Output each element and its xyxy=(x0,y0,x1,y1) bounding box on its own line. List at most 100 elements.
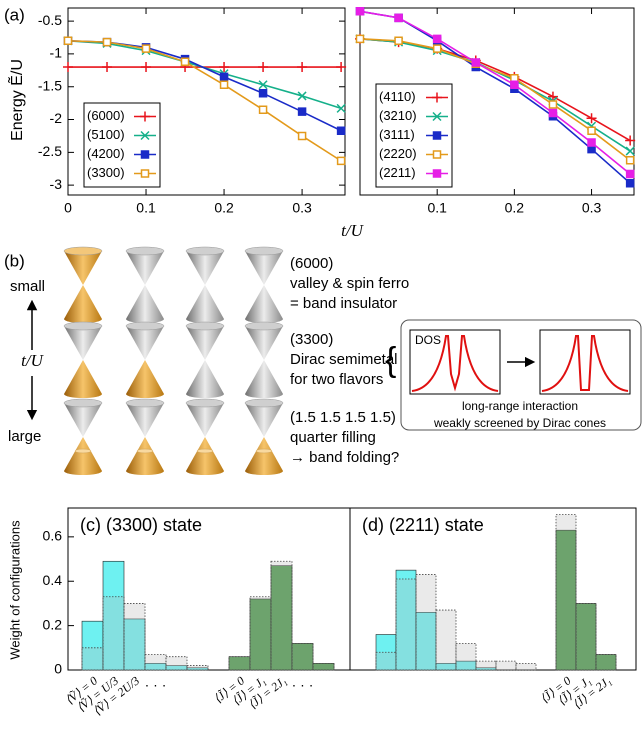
bar xyxy=(515,662,537,671)
bar xyxy=(144,654,167,671)
dos-label: DOS xyxy=(415,333,441,347)
x-tick-label: 0.1 xyxy=(136,200,156,216)
x-tick-label: 0.2 xyxy=(214,200,234,216)
cone-upper xyxy=(64,326,102,360)
point xyxy=(471,58,481,67)
row-text: for two flavors xyxy=(290,371,383,388)
cone-upper xyxy=(126,403,164,437)
point xyxy=(336,126,346,135)
panel-b: (b) small t/U large (6000) valley & spin… xyxy=(4,246,642,475)
cone-lower xyxy=(126,360,164,398)
point xyxy=(336,62,347,73)
cone-rim xyxy=(63,321,103,331)
point xyxy=(355,7,365,16)
cone-upper xyxy=(186,326,224,360)
panel-label: (b) xyxy=(4,251,25,270)
inset-caption: long-range interaction xyxy=(462,399,578,413)
legend-label: (3300) xyxy=(87,165,125,180)
legend-marker xyxy=(140,150,150,159)
panel-label: (a) xyxy=(4,5,25,24)
dos-curve xyxy=(411,335,499,392)
cone-lower xyxy=(245,285,283,323)
legend-label: (4200) xyxy=(87,146,125,161)
cone-rim xyxy=(185,398,225,408)
x-tick-label: 0.1 xyxy=(427,200,447,216)
bar xyxy=(270,560,293,671)
point xyxy=(625,146,635,156)
series-line xyxy=(359,38,631,161)
cone-rim xyxy=(63,246,103,256)
bar xyxy=(595,654,617,671)
point xyxy=(297,107,307,116)
bar xyxy=(102,596,125,671)
dos-curve xyxy=(541,335,629,392)
legend-label: (6000) xyxy=(87,108,125,123)
cone-lower xyxy=(245,437,283,475)
bar xyxy=(291,642,314,671)
point xyxy=(102,62,113,73)
cone-upper xyxy=(245,326,283,360)
legend-marker xyxy=(432,92,442,103)
bar xyxy=(495,660,517,671)
panel-title: (d) (2211) state xyxy=(362,515,484,535)
fill-level xyxy=(136,448,154,454)
legend-marker xyxy=(432,169,442,178)
cone-lower xyxy=(64,285,102,323)
bar xyxy=(249,596,272,671)
y-tick-label: 0.2 xyxy=(43,616,63,632)
row-text: quarter filling xyxy=(290,429,376,446)
point xyxy=(219,80,229,90)
cone-lower xyxy=(186,360,224,398)
y-axis-label: Energy Ẽ/U xyxy=(6,59,26,141)
row-text: valley & spin ferro xyxy=(290,275,409,292)
fill-level xyxy=(255,448,273,454)
bar xyxy=(186,665,209,671)
y-tick-label: -2 xyxy=(50,110,63,126)
x-tick-label: · · · xyxy=(292,677,314,693)
point xyxy=(547,91,558,102)
bar xyxy=(395,578,417,671)
legend-marker xyxy=(432,150,442,159)
legend-label: (2220) xyxy=(379,146,417,161)
point xyxy=(258,62,269,73)
fill-level xyxy=(74,448,92,454)
bar xyxy=(123,618,146,671)
legend-label: (3111) xyxy=(379,127,415,142)
bar xyxy=(455,642,477,671)
dos-box xyxy=(409,329,501,395)
point xyxy=(297,62,308,73)
cone-upper xyxy=(64,251,102,285)
cone-upper xyxy=(64,403,102,437)
legend-label: (3210) xyxy=(379,108,417,123)
axis-label: t/U xyxy=(21,351,44,370)
point xyxy=(297,131,307,141)
bar xyxy=(81,647,104,671)
cone-upper xyxy=(126,251,164,285)
bar xyxy=(415,574,437,671)
point xyxy=(510,80,519,90)
point xyxy=(102,37,112,47)
y-tick-label: -1 xyxy=(50,45,63,61)
point xyxy=(258,80,268,90)
cone-lower xyxy=(186,285,224,323)
x-tick-label: 0.3 xyxy=(582,200,602,216)
cone-rim xyxy=(125,321,165,331)
y-tick-label: -0.5 xyxy=(38,12,62,28)
point xyxy=(336,156,346,166)
point xyxy=(297,91,307,101)
point xyxy=(625,178,635,188)
inset-frame xyxy=(400,319,642,431)
point xyxy=(587,138,596,147)
cone-upper xyxy=(245,251,283,285)
bar xyxy=(435,609,457,671)
point xyxy=(355,34,365,44)
x-tick-label: 0 xyxy=(64,200,72,216)
point xyxy=(432,34,442,44)
bar xyxy=(475,660,497,671)
point xyxy=(180,57,190,67)
point xyxy=(548,100,558,109)
bar xyxy=(165,656,188,671)
cone-upper xyxy=(186,403,224,437)
bar xyxy=(312,662,335,671)
